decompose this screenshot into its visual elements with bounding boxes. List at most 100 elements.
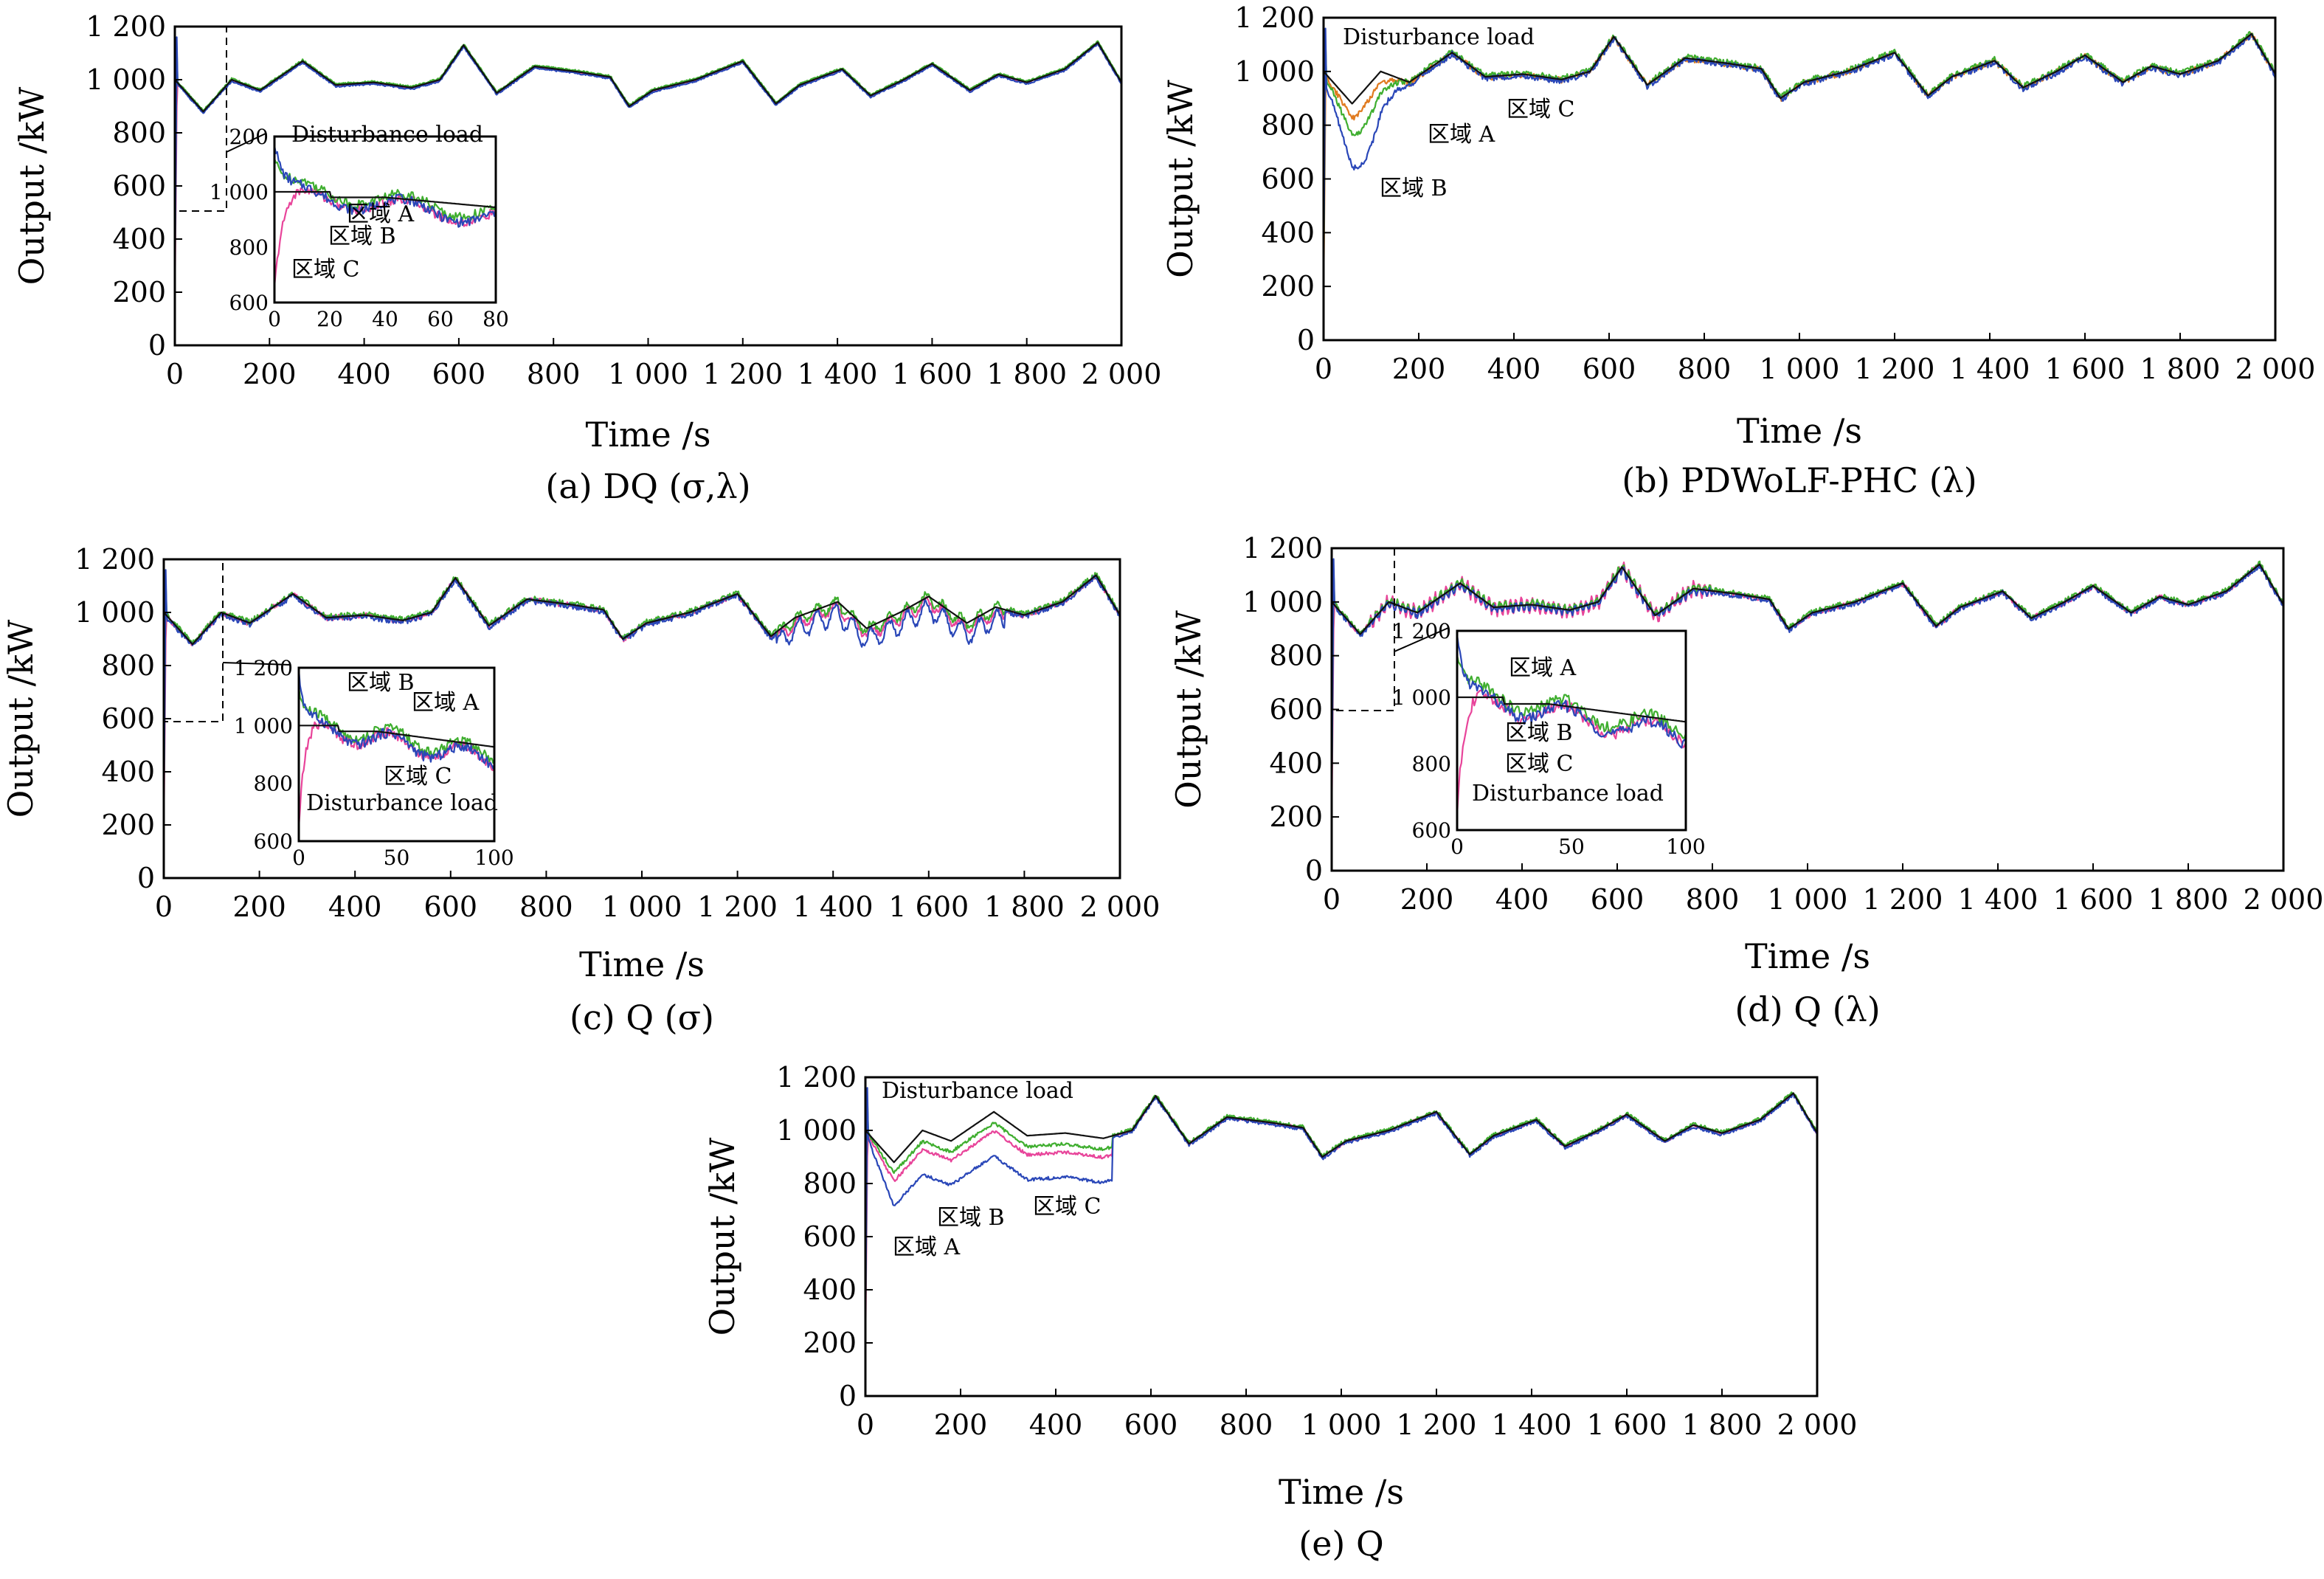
y-axis-title-d: Output /kW bbox=[1169, 609, 1208, 808]
y-axis-title-e: Output /kW bbox=[702, 1137, 742, 1336]
annotation-b-0: Disturbance load bbox=[1343, 24, 1535, 50]
y-tick-label-b-2: 400 bbox=[1261, 216, 1315, 249]
inset-y-tick-d-2: 1 000 bbox=[1392, 685, 1451, 710]
x-tick-label-b-2: 400 bbox=[1487, 353, 1541, 385]
y-tick-label-c-4: 800 bbox=[101, 649, 155, 682]
inset-x-tick-c-0: 0 bbox=[292, 846, 305, 870]
annotation-b-1: 区域 C bbox=[1507, 97, 1575, 122]
inset-y-tick-d-3: 1 200 bbox=[1392, 619, 1451, 643]
x-tick-label-c-6: 1 200 bbox=[697, 891, 778, 923]
inset-annotation-a-2: 区域 B bbox=[328, 224, 396, 249]
zoom-leader-c bbox=[222, 662, 291, 666]
inset-x-tick-d-2: 100 bbox=[1666, 835, 1705, 859]
x-tick-label-a-7: 1 400 bbox=[798, 358, 878, 390]
x-tick-label-e-1: 200 bbox=[934, 1409, 988, 1441]
inset-y-tick-a-3: 200 bbox=[229, 125, 269, 149]
x-tick-label-a-2: 400 bbox=[337, 358, 391, 390]
x-tick-label-e-5: 1 000 bbox=[1301, 1409, 1382, 1441]
x-tick-label-b-4: 800 bbox=[1678, 353, 1732, 385]
panel-caption-e: (e) Q bbox=[1298, 1524, 1383, 1564]
y-tick-label-d-5: 1 000 bbox=[1242, 586, 1323, 618]
inset-line-d-1 bbox=[1456, 635, 1687, 749]
y-tick-label-e-3: 600 bbox=[803, 1220, 857, 1253]
zoom-box-a bbox=[174, 26, 227, 212]
inset-y-tick-c-2: 1 000 bbox=[234, 714, 293, 738]
x-tick-label-d-4: 800 bbox=[1686, 883, 1740, 916]
chart-panel-c: 0 200 400 600 800 1 000 1 200 1 400 1 600 1 800 2 … bbox=[1, 543, 1160, 1037]
annotation-b-2: 区域 A bbox=[1428, 122, 1495, 148]
inset-line-d-0 bbox=[1457, 696, 1687, 723]
inset-x-tick-d-0: 0 bbox=[1450, 835, 1464, 859]
x-tick-label-c-3: 600 bbox=[424, 891, 478, 923]
y-tick-label-e-1: 200 bbox=[803, 1327, 857, 1359]
x-tick-label-d-3: 600 bbox=[1591, 883, 1645, 916]
annotation-b-3: 区域 B bbox=[1380, 176, 1448, 201]
y-tick-label-d-0: 0 bbox=[1305, 854, 1323, 887]
chart-panel-e: 0 200 400 600 800 1 000 1 200 1 400 1 600 1 800 2 … bbox=[702, 1061, 1857, 1564]
panel-caption-a: (a) DQ (σ,λ) bbox=[545, 466, 750, 506]
x-tick-label-a-1: 200 bbox=[243, 358, 297, 390]
y-tick-label-c-3: 600 bbox=[101, 702, 155, 735]
x-tick-label-d-0: 0 bbox=[1323, 883, 1341, 916]
x-tick-label-e-3: 600 bbox=[1124, 1409, 1178, 1441]
zoom-leader-a bbox=[226, 133, 266, 153]
inset-annotation-a-3: 区域 C bbox=[291, 257, 360, 283]
series-line-b-1 bbox=[1322, 27, 2277, 278]
series-line-a-1 bbox=[173, 36, 1122, 284]
inset-d: 0 50 100 600 800 1 000 1 200 区域 A 区域 B 区域 C Distur… bbox=[1331, 547, 1706, 859]
annotation-e-0: Disturbance load bbox=[882, 1078, 1073, 1104]
series-line-c-2 bbox=[162, 572, 1121, 819]
inset-y-tick-d-0: 600 bbox=[1412, 818, 1451, 843]
zoom-leader-d bbox=[1394, 627, 1449, 652]
x-tick-label-a-9: 1 800 bbox=[986, 358, 1067, 390]
x-tick-label-b-3: 600 bbox=[1583, 353, 1636, 385]
inset-x-tick-c-2: 100 bbox=[474, 846, 513, 870]
y-tick-label-b-4: 800 bbox=[1261, 109, 1315, 142]
inset-annotation-d-0: 区域 A bbox=[1509, 655, 1577, 681]
plot-frame-e bbox=[864, 1076, 1819, 1397]
series-line-b-0 bbox=[1323, 32, 2276, 105]
x-tick-label-a-10: 2 000 bbox=[1082, 358, 1162, 390]
inset-y-tick-c-1: 800 bbox=[254, 772, 293, 796]
y-axis-title-b: Output /kW bbox=[1161, 79, 1200, 277]
inset-line-a-2 bbox=[273, 158, 497, 221]
panel-caption-c: (c) Q (σ) bbox=[570, 998, 714, 1037]
x-tick-label-e-8: 1 600 bbox=[1587, 1409, 1667, 1441]
y-tick-label-c-5: 1 000 bbox=[75, 596, 155, 629]
y-tick-label-c-0: 0 bbox=[137, 862, 155, 894]
inset-x-tick-d-1: 50 bbox=[1558, 835, 1585, 859]
x-tick-label-b-7: 1 400 bbox=[1950, 353, 2030, 385]
y-tick-label-b-0: 0 bbox=[1297, 324, 1315, 356]
x-axis-title-c: Time /s bbox=[579, 944, 705, 984]
y-tick-label-a-0: 0 bbox=[148, 329, 166, 362]
x-tick-label-b-6: 1 200 bbox=[1855, 353, 1935, 385]
inset-annotation-d-1: 区域 B bbox=[1505, 720, 1573, 746]
inset-x-tick-a-1: 20 bbox=[317, 307, 343, 331]
series-line-b-2 bbox=[1322, 30, 2277, 280]
x-tick-label-d-6: 1 200 bbox=[1863, 883, 1943, 916]
x-tick-label-e-10: 2 000 bbox=[1777, 1409, 1858, 1441]
chart-panel-a: 0 200 400 600 800 1 000 1 200 1 400 1 600 1 800 2 … bbox=[12, 10, 1161, 506]
inset-x-tick-c-1: 50 bbox=[384, 846, 410, 870]
inset-bg-a bbox=[274, 137, 496, 303]
inset-line-d-3 bbox=[1456, 689, 1687, 815]
y-tick-label-e-6: 1 200 bbox=[776, 1061, 857, 1093]
y-tick-label-d-4: 800 bbox=[1269, 640, 1323, 672]
series-line-c-1 bbox=[162, 569, 1121, 817]
zoom-box-c bbox=[163, 559, 224, 722]
x-tick-label-e-9: 1 800 bbox=[1682, 1409, 1763, 1441]
inset-x-tick-a-2: 40 bbox=[372, 307, 398, 331]
y-tick-label-a-4: 800 bbox=[112, 117, 166, 149]
x-tick-label-c-9: 1 800 bbox=[984, 891, 1065, 923]
x-axis-title-b: Time /s bbox=[1737, 411, 1862, 451]
y-axis-title-c: Output /kW bbox=[1, 619, 41, 818]
x-tick-label-a-5: 1 000 bbox=[608, 358, 688, 390]
x-tick-label-d-10: 2 000 bbox=[2244, 883, 2324, 916]
y-tick-label-b-3: 600 bbox=[1261, 163, 1315, 196]
y-tick-label-d-3: 600 bbox=[1269, 694, 1323, 726]
inset-annotation-a-0: Disturbance load bbox=[291, 122, 483, 148]
x-tick-label-c-10: 2 000 bbox=[1080, 891, 1161, 923]
inset-y-tick-c-3: 1 200 bbox=[234, 656, 293, 680]
